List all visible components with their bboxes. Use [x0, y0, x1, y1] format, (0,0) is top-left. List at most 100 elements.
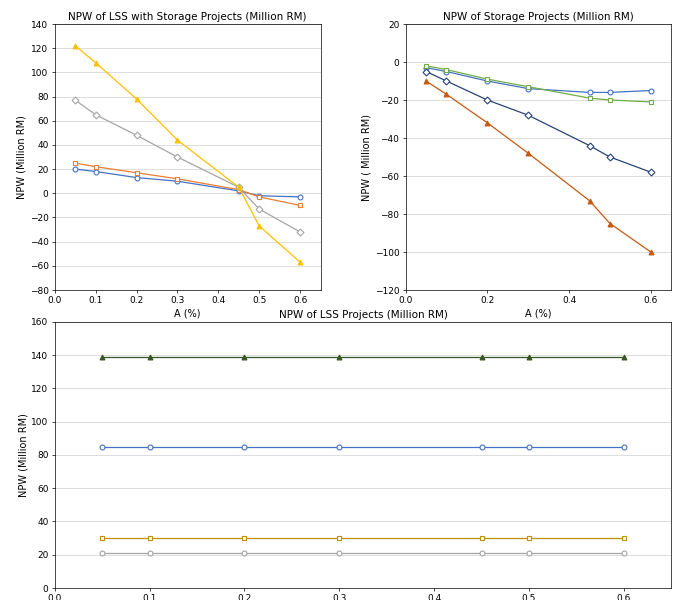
LSS+St 10 MW: [71, 160, 79, 167]
Text: a: a: [183, 386, 192, 400]
LSS 30 MW: [477, 443, 486, 450]
LSS+St 10 MW: [296, 202, 304, 209]
St 6 MW: [606, 89, 614, 96]
LSS 50 MW: [335, 353, 343, 361]
LSS 6 MW: [145, 550, 153, 557]
LSS 10 MW: [98, 535, 106, 542]
Legend: St 6 MW, St 10 MW, St 30 MW, St 50 MW: St 6 MW, St 10 MW, St 30 MW, St 50 MW: [412, 342, 665, 358]
Line: St 30 MW: St 30 MW: [423, 69, 653, 175]
Line: LSS 30 MW: LSS 30 MW: [100, 444, 626, 449]
St 6 MW: [422, 64, 430, 71]
LSS+St 50 MW: [296, 259, 304, 266]
LSS+St 30 MW: [296, 229, 304, 236]
Title: NPW of LSS with Storage Projects (Million RM): NPW of LSS with Storage Projects (Millio…: [68, 12, 307, 22]
LSS 30 MW: [240, 443, 249, 450]
St 50 MW: [443, 91, 451, 98]
Line: LSS 6 MW: LSS 6 MW: [100, 551, 626, 556]
LSS 6 MW: [620, 550, 628, 557]
Line: LSS 50 MW: LSS 50 MW: [100, 355, 626, 359]
Line: LSS+St 6 MW: LSS+St 6 MW: [73, 167, 303, 199]
St 6 MW: [443, 68, 451, 75]
LSS+St 10 MW: [92, 163, 100, 170]
X-axis label: A (%): A (%): [175, 308, 201, 318]
LSS+St 6 MW: [235, 187, 243, 194]
St 10 MW: [647, 98, 655, 106]
St 30 MW: [606, 154, 614, 161]
St 10 MW: [443, 66, 451, 73]
Line: LSS 10 MW: LSS 10 MW: [100, 536, 626, 541]
St 6 MW: [524, 85, 532, 92]
St 50 MW: [483, 119, 491, 127]
LSS 30 MW: [620, 443, 628, 450]
LSS 30 MW: [145, 443, 153, 450]
Title: NPW of LSS Projects (Million RM): NPW of LSS Projects (Million RM): [279, 310, 447, 320]
St 30 MW: [483, 97, 491, 104]
St 50 MW: [422, 77, 430, 85]
Y-axis label: NPW (Million RM): NPW (Million RM): [16, 115, 27, 199]
St 50 MW: [586, 197, 594, 205]
LSS 10 MW: [620, 535, 628, 542]
Title: NPW of Storage Projects (Million RM): NPW of Storage Projects (Million RM): [443, 12, 634, 22]
LSS+St 6 MW: [71, 166, 79, 173]
LSS+St 30 MW: [132, 131, 140, 139]
LSS+St 6 MW: [255, 192, 263, 199]
Line: St 50 MW: St 50 MW: [423, 79, 653, 254]
St 10 MW: [586, 95, 594, 102]
St 6 MW: [586, 89, 594, 96]
Line: St 6 MW: St 6 MW: [423, 65, 653, 95]
LSS+St 30 MW: [255, 205, 263, 212]
LSS 50 MW: [620, 353, 628, 361]
LSS 10 MW: [525, 535, 533, 542]
LSS+St 10 MW: [132, 169, 140, 176]
St 50 MW: [606, 220, 614, 227]
LSS+St 10 MW: [255, 193, 263, 200]
LSS+St 50 MW: [71, 42, 79, 49]
LSS 6 MW: [525, 550, 533, 557]
St 30 MW: [647, 169, 655, 176]
St 30 MW: [524, 112, 532, 119]
LSS+St 10 MW: [173, 175, 182, 182]
Line: LSS+St 30 MW: LSS+St 30 MW: [73, 98, 303, 235]
LSS+St 6 MW: [132, 174, 140, 181]
LSS 50 MW: [525, 353, 533, 361]
St 10 MW: [422, 62, 430, 70]
LSS 10 MW: [240, 535, 249, 542]
St 6 MW: [483, 77, 491, 85]
LSS 6 MW: [335, 550, 343, 557]
LSS 6 MW: [98, 550, 106, 557]
LSS 30 MW: [335, 443, 343, 450]
LSS 6 MW: [240, 550, 249, 557]
Text: b: b: [534, 370, 543, 384]
LSS+St 6 MW: [92, 168, 100, 175]
Y-axis label: NPW (Million RM): NPW (Million RM): [18, 413, 29, 497]
St 30 MW: [443, 77, 451, 85]
LSS+St 50 MW: [173, 136, 182, 143]
Y-axis label: NPW ( Million RM): NPW ( Million RM): [362, 113, 372, 200]
LSS 10 MW: [145, 535, 153, 542]
LSS+St 6 MW: [296, 193, 304, 200]
LSS 10 MW: [477, 535, 486, 542]
St 10 MW: [483, 76, 491, 83]
St 50 MW: [524, 149, 532, 157]
LSS+St 30 MW: [71, 97, 79, 104]
LSS+St 10 MW: [235, 186, 243, 193]
LSS 50 MW: [477, 353, 486, 361]
St 30 MW: [586, 142, 594, 149]
St 30 MW: [422, 68, 430, 75]
LSS+St 50 MW: [235, 184, 243, 191]
Line: St 10 MW: St 10 MW: [423, 64, 653, 104]
St 10 MW: [524, 83, 532, 91]
LSS+St 6 MW: [173, 178, 182, 185]
Line: LSS+St 50 MW: LSS+St 50 MW: [73, 43, 303, 265]
LSS+St 50 MW: [92, 59, 100, 66]
Legend: LSS+St 6 MW, LSS+St 10 MW, LSS+St 30 MW, LSS+St 50 MW: LSS+St 6 MW, LSS+St 10 MW, LSS+St 30 MW,…: [97, 353, 279, 382]
Line: LSS+St 10 MW: LSS+St 10 MW: [73, 161, 303, 208]
LSS+St 50 MW: [132, 95, 140, 103]
LSS 50 MW: [145, 353, 153, 361]
LSS+St 30 MW: [173, 154, 182, 161]
X-axis label: A (%): A (%): [525, 308, 551, 318]
LSS 50 MW: [240, 353, 249, 361]
LSS+St 30 MW: [92, 111, 100, 118]
LSS 30 MW: [525, 443, 533, 450]
LSS+St 50 MW: [255, 223, 263, 230]
